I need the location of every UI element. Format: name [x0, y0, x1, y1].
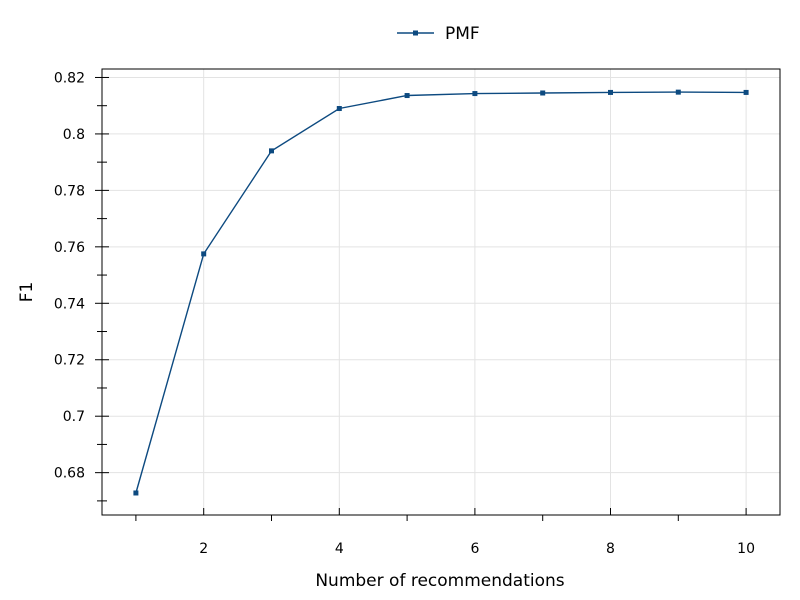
data-point	[336, 106, 342, 112]
y-tick-label: 0.82	[54, 70, 85, 86]
y-tick-label: 0.74	[54, 296, 85, 312]
data-point	[743, 89, 749, 95]
x-tick-label: 10	[737, 541, 755, 557]
series-layer	[133, 89, 749, 496]
legend-marker	[413, 30, 418, 36]
y-tick-label: 0.8	[63, 127, 85, 143]
legend: PMF	[397, 24, 480, 44]
x-tick-label: 8	[606, 541, 615, 557]
ticks: 2 4 6 8 10 0.68 0.7 0.72 0.74 0.76 0.78 0.8 0.82	[54, 70, 755, 557]
x-tick-label: 2	[199, 541, 208, 557]
data-point	[269, 148, 274, 154]
data-point	[540, 90, 546, 96]
y-tick-label: 0.7	[63, 409, 85, 425]
data-point	[472, 91, 478, 97]
grid	[102, 69, 780, 515]
y-axis-title: F1	[17, 282, 37, 303]
data-point	[133, 490, 139, 496]
legend-label: PMF	[445, 24, 480, 44]
data-point	[404, 93, 410, 99]
y-tick-label: 0.78	[54, 183, 85, 199]
y-tick-label: 0.76	[54, 240, 85, 256]
series-line-pmf	[135, 91, 747, 494]
y-tick-label: 0.72	[54, 353, 85, 369]
data-point	[608, 89, 613, 95]
y-tick-label: 0.68	[54, 466, 85, 482]
x-tick-label: 6	[470, 541, 479, 557]
x-axis-title: Number of recommendations	[315, 571, 564, 591]
data-point	[675, 89, 681, 95]
data-point	[201, 251, 207, 257]
x-tick-label: 4	[335, 541, 344, 557]
plot-frame	[101, 68, 781, 516]
